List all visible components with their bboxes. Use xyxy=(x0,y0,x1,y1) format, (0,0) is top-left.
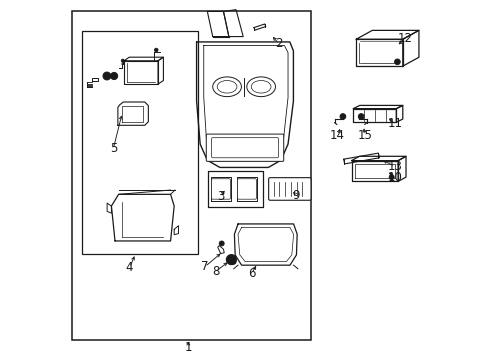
Text: 12: 12 xyxy=(398,32,413,45)
Circle shape xyxy=(103,72,111,80)
Circle shape xyxy=(154,48,158,52)
Circle shape xyxy=(231,259,236,264)
Ellipse shape xyxy=(213,77,242,96)
Bar xyxy=(72,12,311,339)
Text: 1: 1 xyxy=(185,341,192,354)
FancyBboxPatch shape xyxy=(206,134,284,161)
Circle shape xyxy=(394,59,400,65)
Text: 5: 5 xyxy=(110,142,117,155)
Text: 9: 9 xyxy=(293,189,300,202)
FancyBboxPatch shape xyxy=(212,179,230,199)
FancyBboxPatch shape xyxy=(212,138,278,158)
Text: 2: 2 xyxy=(275,37,283,50)
Circle shape xyxy=(122,59,124,62)
Ellipse shape xyxy=(251,81,271,93)
Bar xyxy=(82,31,198,253)
Text: 11: 11 xyxy=(388,117,402,130)
Text: 3: 3 xyxy=(217,190,224,203)
Circle shape xyxy=(389,175,394,180)
Circle shape xyxy=(219,241,224,246)
Text: 15: 15 xyxy=(358,129,372,142)
Circle shape xyxy=(340,114,346,120)
Circle shape xyxy=(105,74,109,78)
Text: 7: 7 xyxy=(201,260,209,273)
FancyBboxPatch shape xyxy=(269,178,311,200)
Ellipse shape xyxy=(217,81,237,93)
Text: 4: 4 xyxy=(126,261,133,274)
Circle shape xyxy=(111,72,118,80)
Circle shape xyxy=(226,255,236,265)
Text: 10: 10 xyxy=(388,171,402,184)
Text: 8: 8 xyxy=(212,265,220,278)
Circle shape xyxy=(358,114,364,120)
Text: 14: 14 xyxy=(330,129,345,142)
Text: 6: 6 xyxy=(248,267,255,280)
Text: 13: 13 xyxy=(388,160,402,173)
FancyBboxPatch shape xyxy=(238,179,256,199)
Circle shape xyxy=(113,75,116,77)
Ellipse shape xyxy=(247,77,275,96)
